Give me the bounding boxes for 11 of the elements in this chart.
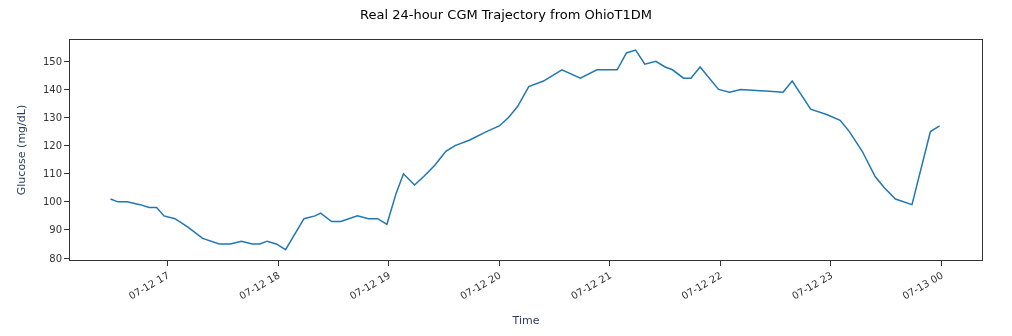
y-tick-label: 90 — [49, 224, 62, 236]
chart-title: Real 24-hour CGM Trajectory from OhioT1DM — [360, 7, 652, 23]
y-tick-label: 110 — [42, 168, 62, 180]
y-tick-label: 80 — [49, 252, 62, 264]
y-tick-label: 100 — [42, 196, 62, 208]
y-tick-label: 140 — [42, 83, 62, 95]
y-axis-title: Glucose (mg/dL) — [14, 104, 28, 196]
y-tick-label: 150 — [42, 55, 62, 67]
x-axis-title: Time — [511, 313, 540, 327]
y-tick-label: 130 — [42, 112, 62, 124]
y-tick-label: 120 — [42, 140, 62, 152]
